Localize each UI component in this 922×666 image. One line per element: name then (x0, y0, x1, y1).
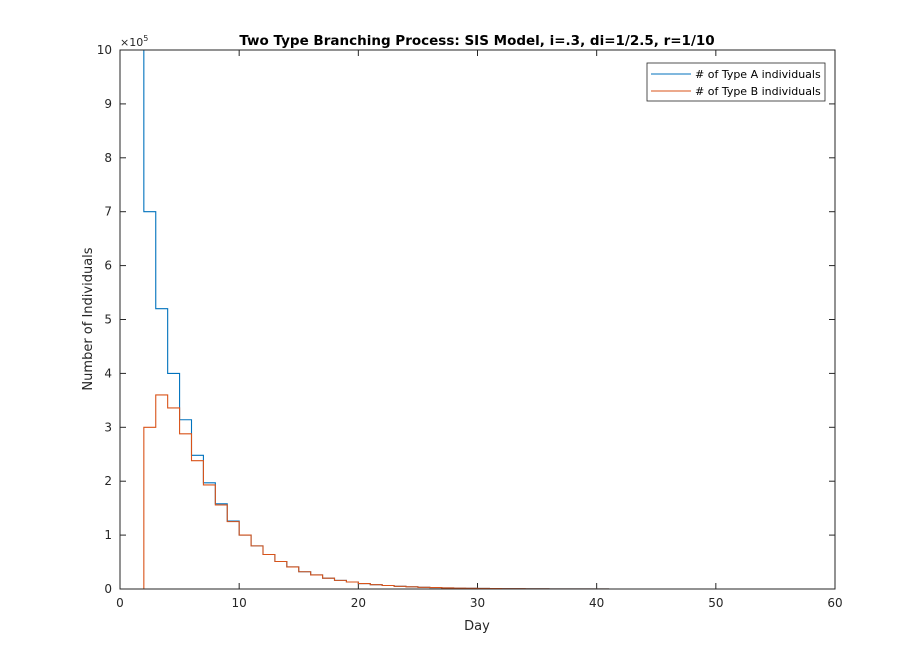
x-tick-label: 50 (708, 596, 723, 610)
y-axis-label: Number of Individuals (81, 247, 96, 390)
y-tick-label: 10 (97, 43, 112, 57)
y-tick-label: 4 (104, 366, 112, 380)
y-tick-label: 8 (104, 151, 112, 165)
y-tick-label: 9 (104, 97, 112, 111)
y-axis-exponent: ×105 (120, 34, 148, 49)
y-tick-label: 0 (104, 582, 112, 596)
plot-frame (119, 49, 836, 590)
axis-tick-labels: 0 10 20 30 40 50 60 0 1 2 3 4 5 6 7 8 9 10 (97, 43, 843, 610)
legend-box (646, 62, 826, 102)
plot-area (120, 50, 835, 589)
x-tick-label: 40 (589, 596, 604, 610)
x-tick-label: 10 (232, 596, 247, 610)
x-tick-label: 60 (827, 596, 842, 610)
x-tick-label: 20 (351, 596, 366, 610)
y-tick-label: 2 (104, 474, 112, 488)
y-exponent-power: 5 (143, 34, 148, 43)
y-exponent-base: ×10 (120, 36, 143, 49)
y-tick-label: 7 (104, 205, 112, 219)
x-tick-label: 30 (470, 596, 485, 610)
legend-label-type-a: # of Type A individuals (695, 68, 821, 81)
x-tick-label: 0 (116, 596, 124, 610)
y-tick-label: 5 (104, 313, 112, 327)
legend: # of Type A individuals # of Type B indi… (646, 62, 826, 102)
chart-title: Two Type Branching Process: SIS Model, i… (239, 33, 714, 49)
y-tick-label: 6 (104, 259, 112, 273)
y-tick-label: 1 (104, 528, 112, 542)
legend-label-type-b: # of Type B individuals (695, 85, 821, 98)
y-tick-label: 3 (104, 420, 112, 434)
x-axis-label: Day (464, 619, 490, 634)
